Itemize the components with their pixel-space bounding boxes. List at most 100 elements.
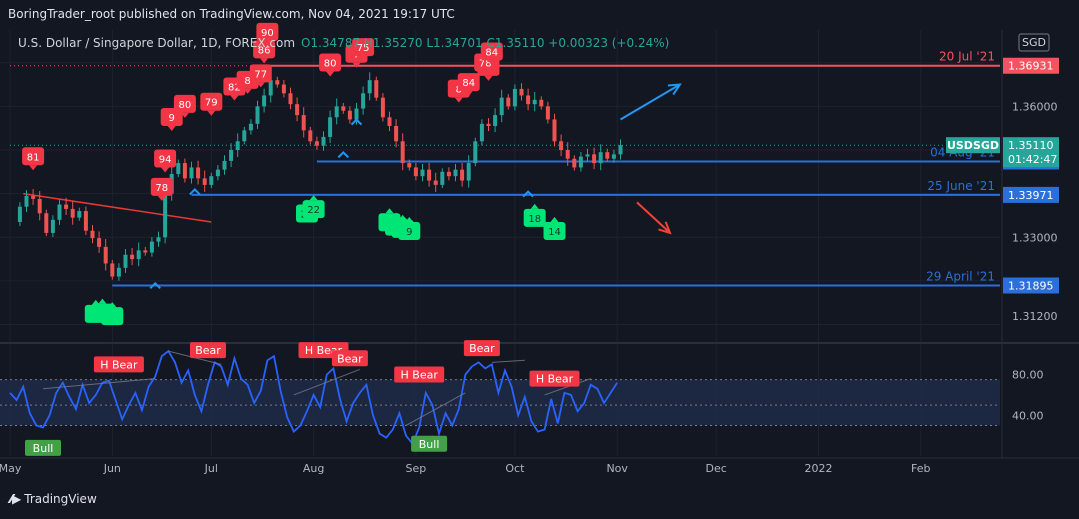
marker-box xyxy=(398,222,421,240)
candle-body xyxy=(77,211,82,218)
trendline[interactable] xyxy=(23,192,212,223)
marker-label: 79 xyxy=(205,98,218,109)
marker-pointer xyxy=(161,167,170,173)
marker-label: 82 xyxy=(228,82,241,93)
marker-pointer xyxy=(207,110,216,116)
candle-body xyxy=(374,80,379,98)
time-tick-label: Jun xyxy=(103,462,121,475)
candle-body xyxy=(248,123,253,131)
sell-signal-marker: 80 xyxy=(319,53,342,77)
candle-body xyxy=(427,169,432,181)
candle-body xyxy=(149,241,154,253)
symbol-tag-text: USDSGD xyxy=(947,139,999,152)
sell-signal-marker: 80 xyxy=(173,94,196,118)
candle-body xyxy=(440,171,445,185)
bear-signal-label: Bear xyxy=(463,340,500,357)
marker-label: 94 xyxy=(159,154,172,165)
time-tick-label: Oct xyxy=(505,462,525,475)
candle-body xyxy=(605,152,610,159)
marker-label: 86 xyxy=(258,45,271,56)
marker-pointer xyxy=(487,60,496,66)
marker-pointer xyxy=(398,214,407,220)
sell-signal-marker: 84 xyxy=(457,73,480,97)
bear-signal-label: Bear xyxy=(190,342,226,359)
currency-badge-text: SGD xyxy=(1022,36,1046,49)
marker-box xyxy=(150,177,173,196)
divergence-line xyxy=(491,359,525,363)
candle-body xyxy=(592,154,597,164)
marker-label: 75 xyxy=(357,43,370,54)
candle-body xyxy=(539,99,544,107)
marker-pointer xyxy=(326,71,335,77)
marker-label: 18 xyxy=(528,214,541,225)
signal-text: Bear xyxy=(469,342,495,355)
candle-body xyxy=(103,246,108,264)
candle-body xyxy=(486,123,491,126)
candle-body xyxy=(268,80,273,96)
caret-marks xyxy=(149,118,534,289)
level-date-label: 20 Jul '21 xyxy=(939,50,995,64)
projection-arrows[interactable] xyxy=(619,83,682,235)
candle-body xyxy=(262,95,267,107)
time-tick-label: Jul xyxy=(204,462,218,475)
current-price-tag xyxy=(1003,137,1059,168)
level-value-text: 1.36931 xyxy=(1008,60,1054,73)
candle-body xyxy=(235,141,240,150)
divergence-line xyxy=(405,392,466,426)
marker-pointer xyxy=(108,302,117,308)
candle-body xyxy=(585,154,590,157)
marker-box xyxy=(22,147,45,166)
currency-badge[interactable]: SGD xyxy=(1018,33,1050,52)
sell-signal-marker: 79 xyxy=(200,92,223,116)
candle-body xyxy=(598,152,603,164)
marker-box xyxy=(173,94,196,113)
marker-box xyxy=(543,222,566,240)
candle-body xyxy=(64,204,69,209)
level-value-tag xyxy=(1003,186,1059,203)
caret-mark xyxy=(337,150,350,159)
marker-pointer xyxy=(98,298,107,304)
candle-body xyxy=(70,208,75,218)
currency-badge-box xyxy=(1018,33,1050,52)
signal-text: H Bear xyxy=(536,373,574,386)
candle-body xyxy=(176,163,181,174)
candle-body xyxy=(123,254,128,268)
candle-body xyxy=(281,84,286,94)
marker-box xyxy=(352,38,375,57)
candle-body xyxy=(202,178,207,185)
candle-body xyxy=(196,167,201,179)
candle-body xyxy=(552,119,557,142)
candle-body xyxy=(37,198,42,214)
candle-body xyxy=(532,99,537,105)
candle-body xyxy=(526,95,531,105)
candle-body xyxy=(413,167,418,177)
sell-signal-marker: 78 xyxy=(150,177,173,201)
bull-signal-label: Bull xyxy=(25,439,61,456)
marker-pointer xyxy=(464,91,473,97)
candle-body xyxy=(328,117,333,137)
up-arrow-head-icon xyxy=(667,83,682,96)
buy-signal-marker: 14 xyxy=(543,217,566,240)
signal-text: Bear xyxy=(195,344,221,357)
level-date-label: 29 April '21 xyxy=(926,269,995,283)
marker-label: 80 xyxy=(324,58,337,69)
buy-signal-marker: 9 xyxy=(398,217,421,240)
candle-body xyxy=(433,180,438,185)
current-price-value: 1.35110 xyxy=(1008,139,1054,152)
indicator-band xyxy=(0,379,1000,426)
bear-signal-label: Bear xyxy=(331,350,368,367)
marker-box xyxy=(319,53,342,72)
candle-body xyxy=(420,169,425,177)
candle-body xyxy=(559,141,564,150)
marker-box xyxy=(457,73,480,92)
candle-body xyxy=(407,163,412,168)
tradingview-logo-icon: ⁄⁄▶ xyxy=(10,492,21,506)
candle-body xyxy=(143,250,148,253)
candle-body xyxy=(334,106,339,118)
marker-pointer xyxy=(263,40,272,46)
ohlc-readout: O1.34787 H1.35270 L1.34701 C1.35110 +0.0… xyxy=(301,36,669,50)
candle-body xyxy=(512,88,517,107)
candle-body xyxy=(275,80,280,85)
